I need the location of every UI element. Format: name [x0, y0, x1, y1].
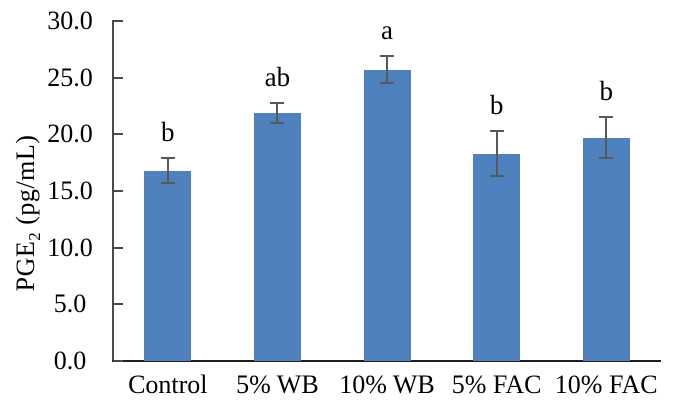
- error-bar-cap-bottom: [270, 122, 285, 124]
- y-tick-label: 25.0: [47, 62, 93, 92]
- sig-letter: ab: [264, 61, 291, 92]
- error-bar-cap-top: [599, 116, 614, 119]
- sig-letter: b: [161, 117, 175, 148]
- y-tick-mark: [113, 190, 123, 192]
- sig-letter: a: [381, 15, 393, 46]
- x-category-label: 5% WB: [236, 370, 319, 399]
- y-tick-mark: [113, 20, 123, 22]
- error-bar-cap-top: [160, 157, 175, 160]
- bar: [363, 69, 411, 361]
- error-bar-line: [495, 130, 498, 177]
- y-tick-label: 15.0: [47, 176, 93, 205]
- error-bar-cap-bottom: [599, 157, 614, 160]
- y-tick-label: 30.0: [47, 6, 93, 35]
- sig-letter: b: [489, 89, 504, 120]
- error-bar-cap-bottom: [160, 182, 175, 185]
- error-bar-cap-bottom: [380, 82, 394, 85]
- x-category-label: 10% FAC: [554, 370, 658, 399]
- bar: [144, 170, 192, 361]
- y-tick-label: 20.0: [47, 119, 93, 149]
- error-bar-line: [605, 117, 608, 159]
- y-tick-label: 0.0: [53, 346, 87, 375]
- error-bar-line: [276, 102, 279, 123]
- y-tick-mark: [113, 360, 123, 362]
- y-tick-mark: [113, 133, 123, 136]
- x-category-label: 5% FAC: [451, 370, 542, 399]
- error-bar-cap-top: [270, 101, 285, 104]
- error-bar-cap-top: [489, 129, 504, 132]
- bar: [473, 153, 521, 361]
- y-tick-mark: [113, 303, 123, 306]
- error-bar-line: [386, 56, 388, 84]
- x-category-label: Control: [128, 370, 208, 399]
- error-bar-line: [166, 158, 169, 184]
- error-bar-cap-top: [380, 55, 394, 58]
- bar: [582, 137, 630, 361]
- sig-letter: b: [599, 76, 613, 107]
- bar: [253, 112, 301, 361]
- y-tick-label: 5.0: [53, 289, 87, 319]
- error-bar-cap-bottom: [489, 175, 504, 178]
- y-tick-mark: [113, 76, 123, 79]
- y-tick-mark: [113, 246, 123, 249]
- x-category-label: 10% WB: [339, 370, 435, 399]
- y-tick-label: 10.0: [47, 232, 93, 262]
